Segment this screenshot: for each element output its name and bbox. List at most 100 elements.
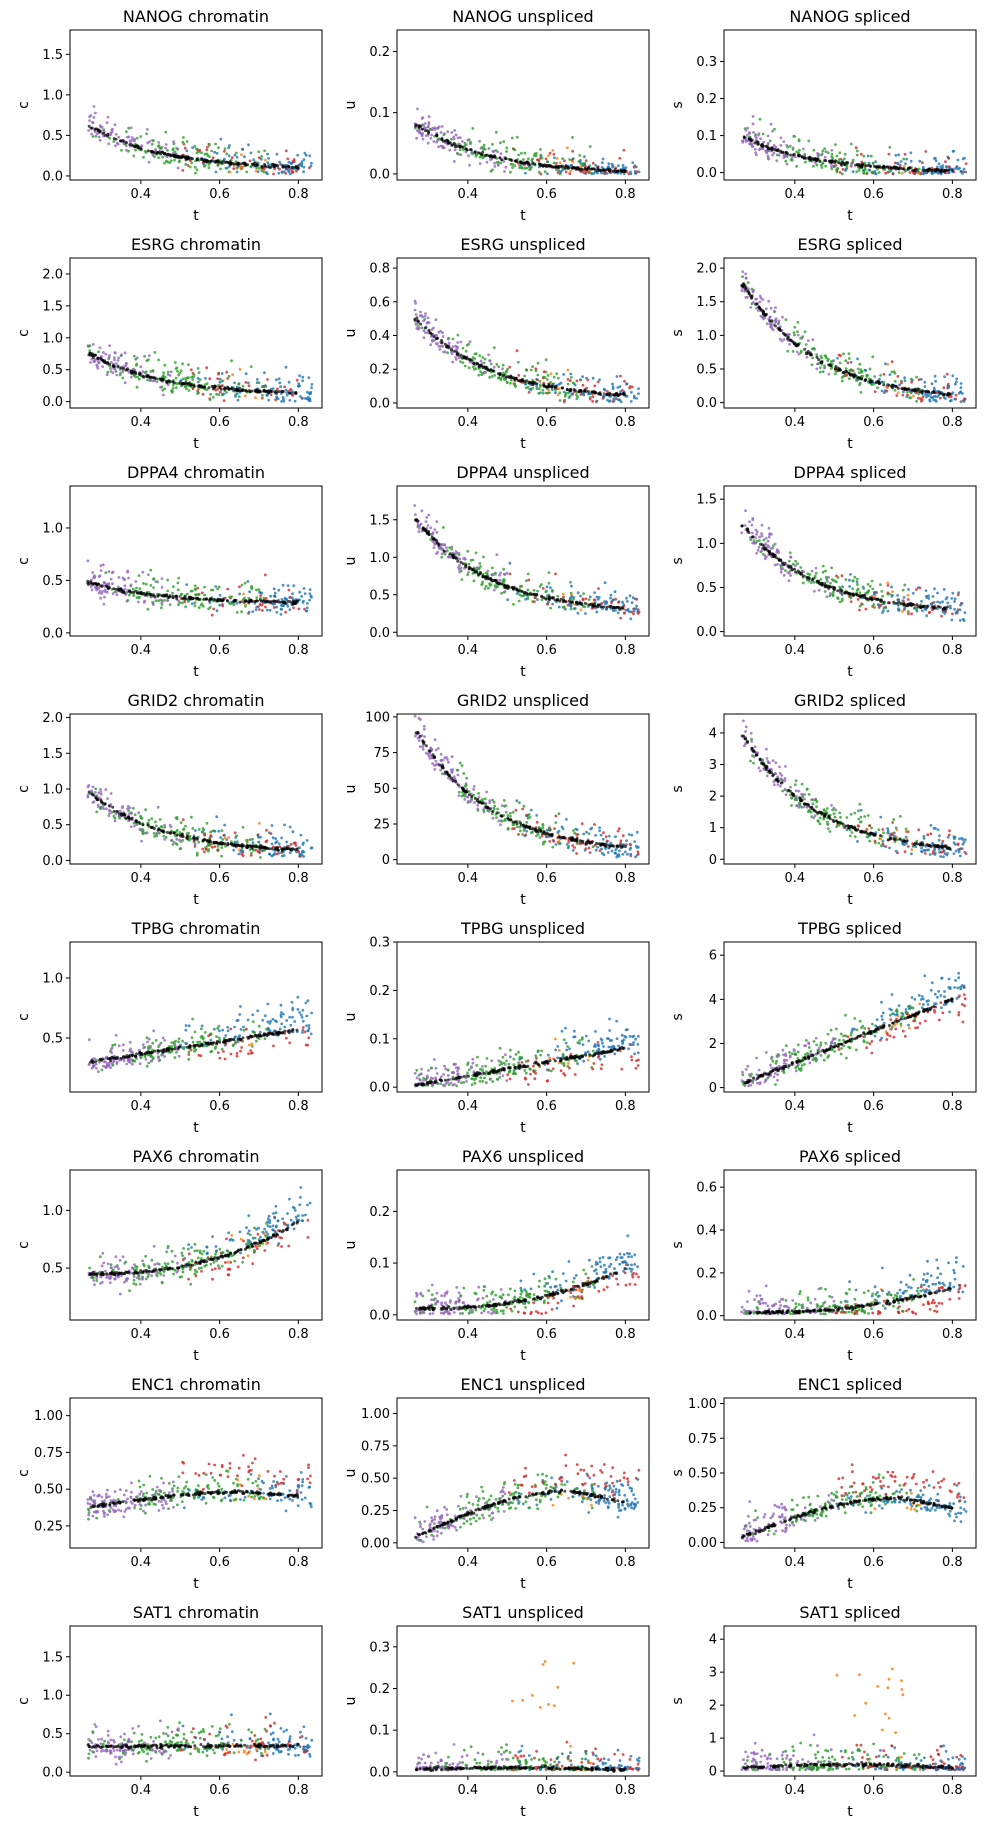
cell-point bbox=[840, 593, 844, 597]
cell-point bbox=[284, 172, 288, 175]
fit-point bbox=[770, 319, 774, 323]
cell-point bbox=[422, 329, 426, 332]
cell-point bbox=[934, 156, 937, 160]
cell-point bbox=[215, 609, 219, 613]
cell-point bbox=[921, 609, 924, 613]
cell-point bbox=[588, 397, 592, 401]
panel-title: ESRG chromatin bbox=[131, 235, 261, 254]
cell-point bbox=[177, 603, 180, 607]
cell-point bbox=[310, 595, 313, 599]
cell-point bbox=[789, 158, 793, 162]
cell-point bbox=[521, 594, 525, 598]
cell-point bbox=[264, 597, 268, 600]
cell-point bbox=[146, 573, 150, 577]
cell-point bbox=[584, 612, 587, 615]
cell-point bbox=[267, 163, 271, 167]
cell-point bbox=[842, 352, 845, 356]
fit-point bbox=[491, 369, 495, 373]
fit-point bbox=[89, 353, 92, 357]
cell-point bbox=[300, 164, 304, 168]
cell-point bbox=[181, 362, 185, 366]
cell-point bbox=[121, 370, 124, 373]
cell-point bbox=[151, 379, 155, 383]
cell-point bbox=[185, 387, 188, 391]
cell-point bbox=[260, 155, 263, 158]
fit-point bbox=[750, 294, 754, 298]
cell-point bbox=[111, 371, 115, 375]
cell-point bbox=[771, 129, 774, 133]
cell-point bbox=[810, 569, 814, 573]
cell-point bbox=[570, 392, 574, 396]
fit-point bbox=[451, 553, 455, 557]
cell-point bbox=[801, 581, 805, 585]
fit-point bbox=[815, 355, 819, 359]
cell-point bbox=[178, 371, 182, 375]
y-tick-label: 1.5 bbox=[42, 299, 63, 314]
fit-point bbox=[189, 596, 193, 600]
cell-point bbox=[890, 585, 893, 589]
cell-point bbox=[429, 127, 432, 131]
cell-point bbox=[257, 381, 261, 385]
cell-point bbox=[279, 385, 282, 389]
cell-point bbox=[556, 376, 560, 380]
cell-point bbox=[240, 610, 244, 614]
cell-point bbox=[220, 829, 224, 832]
cell-point bbox=[873, 375, 877, 378]
cell-point bbox=[446, 351, 449, 355]
cell-point bbox=[247, 610, 251, 614]
cell-point bbox=[896, 598, 900, 602]
fit-point bbox=[863, 593, 867, 597]
cell-point bbox=[160, 145, 164, 149]
cell-point bbox=[764, 536, 768, 540]
fit-point bbox=[864, 164, 868, 168]
fit-point bbox=[605, 605, 609, 609]
cell-point bbox=[152, 577, 155, 581]
cell-point bbox=[515, 349, 519, 353]
cell-point bbox=[303, 607, 306, 611]
cell-point bbox=[547, 571, 551, 574]
x-tick-label: 0.4 bbox=[785, 415, 806, 430]
fit-point bbox=[432, 335, 436, 339]
cell-point bbox=[484, 571, 488, 575]
cell-point bbox=[887, 152, 891, 156]
cell-point bbox=[482, 555, 485, 559]
cell-point bbox=[963, 397, 967, 401]
cell-point bbox=[860, 160, 864, 164]
cell-point bbox=[171, 148, 175, 152]
cell-point bbox=[931, 595, 935, 598]
cell-point bbox=[946, 382, 950, 386]
cell-point bbox=[508, 561, 512, 565]
cell-point bbox=[773, 127, 776, 131]
y-axis-label: c bbox=[16, 329, 32, 337]
fit-point bbox=[880, 598, 883, 602]
cell-point bbox=[478, 162, 482, 165]
cell-point bbox=[748, 520, 751, 524]
fit-point bbox=[786, 337, 789, 340]
cell-point bbox=[861, 374, 865, 378]
cell-point bbox=[788, 342, 791, 346]
fit-point bbox=[142, 591, 146, 595]
cell-point bbox=[171, 383, 175, 387]
cell-point bbox=[587, 170, 591, 174]
fit-point bbox=[238, 386, 242, 390]
cell-point bbox=[569, 607, 573, 611]
fit-point bbox=[580, 603, 584, 607]
cell-point bbox=[910, 612, 913, 616]
cell-point bbox=[236, 398, 240, 402]
cell-point bbox=[495, 161, 499, 164]
fit-point bbox=[531, 161, 535, 165]
cell-point bbox=[459, 340, 463, 344]
panel-title: ESRG unspliced bbox=[460, 235, 585, 254]
cell-point bbox=[911, 394, 915, 398]
cell-point bbox=[612, 598, 616, 601]
cell-point bbox=[154, 580, 158, 583]
cell-point bbox=[618, 385, 622, 388]
fit-point bbox=[451, 556, 455, 560]
cell-point bbox=[941, 164, 945, 168]
cell-point bbox=[435, 530, 439, 534]
cell-point bbox=[591, 161, 595, 165]
cell-point bbox=[897, 171, 901, 175]
cell-point bbox=[945, 165, 948, 168]
fit-point bbox=[148, 592, 152, 596]
cell-point bbox=[570, 584, 573, 588]
